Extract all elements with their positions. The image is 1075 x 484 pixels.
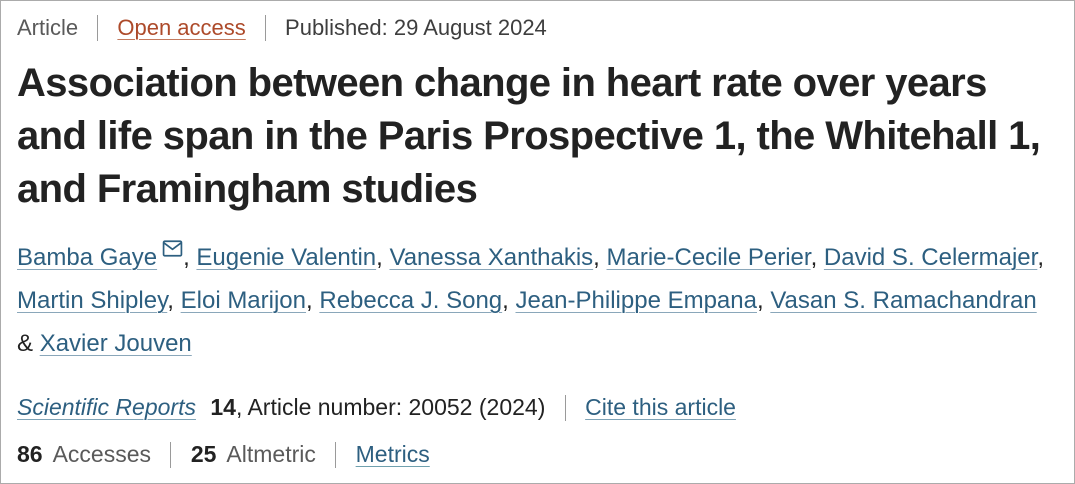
metrics-line: 86 Accesses 25 Altmetric Metrics [17, 439, 1058, 469]
author-link[interactable]: Eloi Marijon [180, 287, 307, 314]
author-separator: , [306, 287, 320, 314]
separator-bar [564, 395, 566, 421]
title-line-3: and Framingham studies [17, 167, 478, 211]
title-line-1: Association between change in heart rate… [17, 61, 987, 105]
accesses-count: 86 [17, 441, 43, 467]
altmetric-label: Altmetric [226, 441, 316, 467]
article-title: Association between change in heart rate… [17, 57, 1058, 216]
altmetric-count: 25 [190, 441, 217, 467]
title-line-2: and life span in the Paris Prospective 1… [17, 114, 1041, 158]
author-link[interactable]: Vanessa Xanthakis [389, 244, 594, 271]
author-link[interactable]: David S. Celermajer [823, 244, 1038, 271]
published-date: Published: 29 August 2024 [285, 15, 547, 40]
author-link[interactable]: Eugenie Valentin [196, 244, 377, 271]
journal-citation-line: Scientific Reports 14, Article number: 2… [17, 391, 1058, 423]
separator-bar [264, 15, 266, 41]
author-link[interactable]: Jean-Philippe Empana [515, 287, 757, 314]
cite-this-article-link[interactable]: Cite this article [585, 394, 736, 420]
accesses-label: Accesses [52, 441, 152, 467]
author-separator: , [810, 244, 824, 271]
article-type-label: Article [17, 15, 79, 40]
article-meta-line: Article Open access Published: 29 August… [17, 13, 1058, 43]
author-separator: , [593, 244, 607, 271]
author-link[interactable]: Marie-Cecile Perier [606, 244, 811, 271]
author-link[interactable]: Rebecca J. Song [319, 287, 503, 314]
metrics-link[interactable]: Metrics [355, 441, 430, 467]
author-separator: & [17, 330, 40, 357]
open-access-link[interactable]: Open access [117, 15, 246, 40]
journal-volume: 14 [210, 394, 236, 420]
journal-link[interactable]: Scientific Reports [17, 394, 196, 420]
author-link[interactable]: Vasan S. Ramachandran [770, 287, 1037, 314]
author-separator: , [502, 287, 516, 314]
author-separator: , [1037, 244, 1044, 271]
email-envelope-icon[interactable] [162, 240, 183, 257]
article-number: , Article number: 20052 (2024) [235, 394, 546, 420]
separator-bar [335, 442, 337, 468]
author-link[interactable]: Bamba Gaye [17, 244, 158, 271]
separator-bar [97, 15, 99, 41]
author-separator: , [183, 244, 197, 271]
author-list: Bamba Gaye, Eugenie Valentin, Vanessa Xa… [17, 236, 1058, 365]
separator-bar [170, 442, 172, 468]
author-link[interactable]: Martin Shipley [17, 287, 168, 314]
author-link[interactable]: Xavier Jouven [39, 330, 192, 357]
author-separator: , [756, 287, 771, 314]
author-separator: , [167, 287, 181, 314]
author-separator: , [376, 244, 390, 271]
